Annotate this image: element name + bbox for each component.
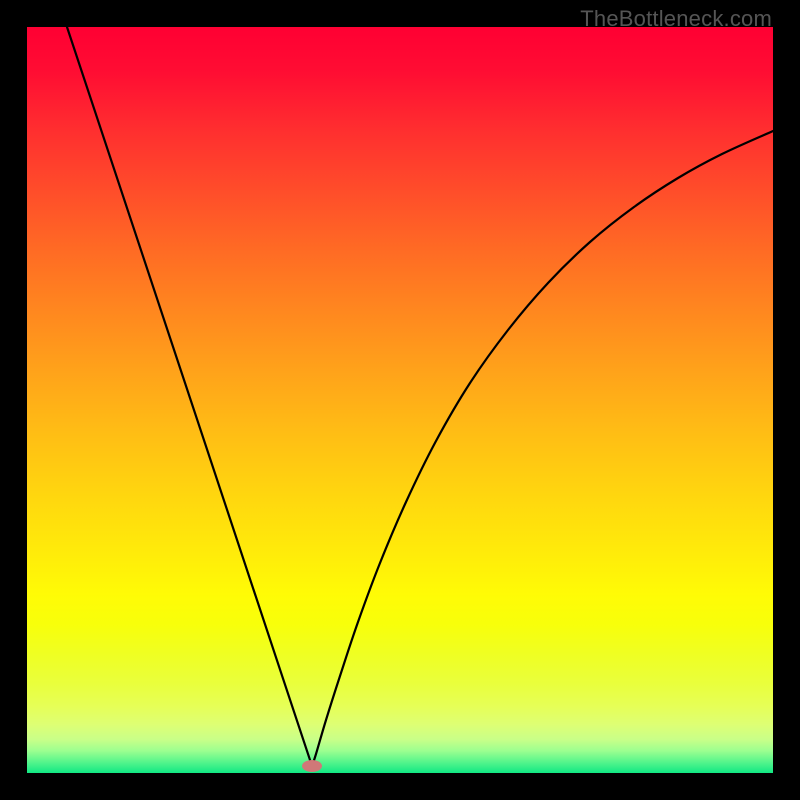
bottleneck-chart — [0, 0, 800, 800]
optimal-point-marker — [302, 760, 322, 772]
plot-background — [27, 27, 773, 773]
watermark-text: TheBottleneck.com — [580, 6, 772, 32]
